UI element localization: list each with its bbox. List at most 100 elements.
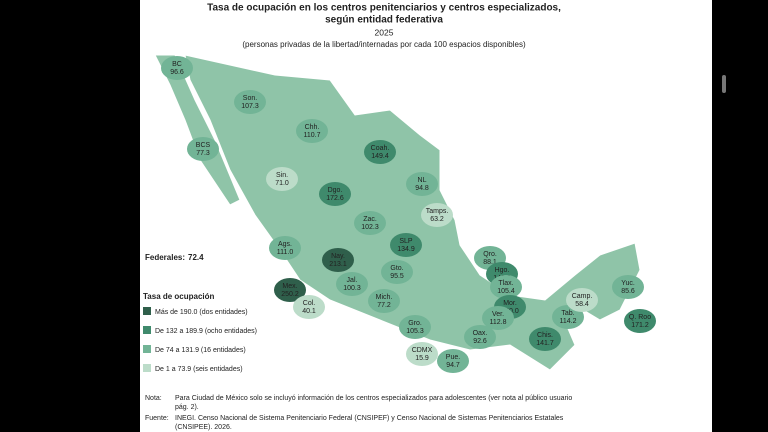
state-value: 40.1 <box>302 308 316 315</box>
state-region <box>322 248 354 272</box>
state-name: Jal. <box>347 277 358 284</box>
state-value: 58.4 <box>575 301 589 308</box>
state-region <box>406 172 438 196</box>
state-name: Qro. <box>483 251 497 258</box>
state-value: 149.4 <box>371 153 389 160</box>
state-region <box>161 56 193 80</box>
state-name: Col. <box>303 300 316 307</box>
scrollbar <box>722 75 726 93</box>
state-name: Ver. <box>492 311 504 318</box>
state-region <box>482 306 514 330</box>
state-value: 141.7 <box>536 340 554 347</box>
state-name: Son. <box>243 95 257 102</box>
federal-label: Federales: <box>145 253 185 262</box>
state-name: BCS <box>196 142 211 149</box>
state-name: Tlax. <box>498 280 513 287</box>
legend-swatch <box>143 345 151 353</box>
state-name: Q. Roo <box>629 314 651 321</box>
state-name: Ags. <box>278 241 292 248</box>
state-value: 71.0 <box>275 180 289 187</box>
state-value: 105.3 <box>406 328 424 335</box>
state-name: Mex. <box>282 283 297 290</box>
state-name: Camp. <box>572 293 593 300</box>
state-region <box>624 309 656 333</box>
state-value: 85.6 <box>621 288 635 295</box>
title: según entidad federativa <box>325 15 443 26</box>
state-region <box>464 325 496 349</box>
state-region <box>399 315 431 339</box>
state-value: 111.0 <box>277 249 294 256</box>
state-name: Mor. <box>503 300 517 307</box>
state-value: 94.8 <box>415 185 429 192</box>
state-region <box>336 272 368 296</box>
state-region <box>421 203 453 227</box>
state-name: SLP <box>399 238 413 245</box>
state-name: Oax. <box>473 330 488 337</box>
state-value: 63.2 <box>430 216 444 223</box>
state-name: Tab. <box>561 310 574 317</box>
state-region <box>354 211 386 235</box>
state-name: Hgo. <box>495 267 510 274</box>
state-value: 110.7 <box>304 132 321 139</box>
note-text: pág. 2). <box>175 404 199 411</box>
state-value: 94.7 <box>446 362 460 369</box>
federal-value: 72.4 <box>188 253 204 262</box>
state-region <box>381 260 413 284</box>
legend-swatch <box>143 364 151 372</box>
legend-title: Tasa de ocupación <box>143 292 215 301</box>
state-region <box>274 278 306 302</box>
state-region <box>612 275 644 299</box>
state-name: Mich. <box>376 294 393 301</box>
state-value: 102.3 <box>361 224 379 231</box>
state-value: 95.5 <box>390 273 404 280</box>
state-name: Sin. <box>276 172 288 179</box>
legend-label: De 132 a 189.9 (ocho entidades) <box>155 328 257 335</box>
state-region <box>266 167 298 191</box>
state-region <box>566 288 598 312</box>
state-name: Nay. <box>331 253 345 260</box>
state-value: 77.3 <box>196 150 210 157</box>
state-name: NL <box>418 177 427 184</box>
subtitle: (personas privadas de la libertad/intern… <box>242 40 526 49</box>
state-value: 77.2 <box>377 302 391 309</box>
source-text: (CNSIPEE). 2026. <box>175 424 232 431</box>
legend-swatch <box>143 307 151 315</box>
state-name: CDMX <box>412 347 433 354</box>
state-name: Chis. <box>537 332 553 339</box>
state-value: 171.2 <box>631 322 649 329</box>
state-region <box>269 236 301 260</box>
legend-label: De 74 a 131.9 (16 entidades) <box>155 347 246 354</box>
state-value: 112.8 <box>490 319 507 326</box>
state-value: 88.1 <box>483 259 497 266</box>
title: Tasa de ocupación en los centros peniten… <box>207 3 561 14</box>
state-region <box>364 140 396 164</box>
source-label: Fuente: <box>145 415 169 422</box>
state-value: 92.6 <box>473 338 487 345</box>
source-text: INEGI. Censo Nacional de Sistema Peniten… <box>175 415 564 422</box>
state-value: 105.4 <box>497 288 515 295</box>
state-value: 213.1 <box>329 261 347 268</box>
legend-label: Más de 190.0 (dos entidades) <box>155 309 248 316</box>
state-name: Pue. <box>446 354 460 361</box>
state-value: 172.6 <box>326 195 344 202</box>
state-region <box>437 349 469 373</box>
note-text: Para Ciudad de México solo se incluyó in… <box>175 395 572 402</box>
state-value: 114.2 <box>560 318 577 325</box>
state-name: Gro. <box>408 320 422 327</box>
legend-swatch <box>143 326 151 334</box>
state-region <box>529 327 561 351</box>
states: BC96.6Son.107.3Chh.110.7Coah.149.4BCS77.… <box>161 56 656 373</box>
state-value: 15.9 <box>415 355 429 362</box>
state-value: 96.6 <box>170 69 184 76</box>
state-region <box>234 90 266 114</box>
year: 2025 <box>375 27 394 37</box>
state-region <box>187 137 219 161</box>
state-region <box>390 233 422 257</box>
state-region <box>406 342 438 366</box>
state-value: 134.9 <box>397 246 415 253</box>
state-name: Gto. <box>390 265 403 272</box>
state-name: Tamps. <box>426 208 449 215</box>
state-region <box>490 275 522 299</box>
state-name: BC <box>172 61 182 68</box>
